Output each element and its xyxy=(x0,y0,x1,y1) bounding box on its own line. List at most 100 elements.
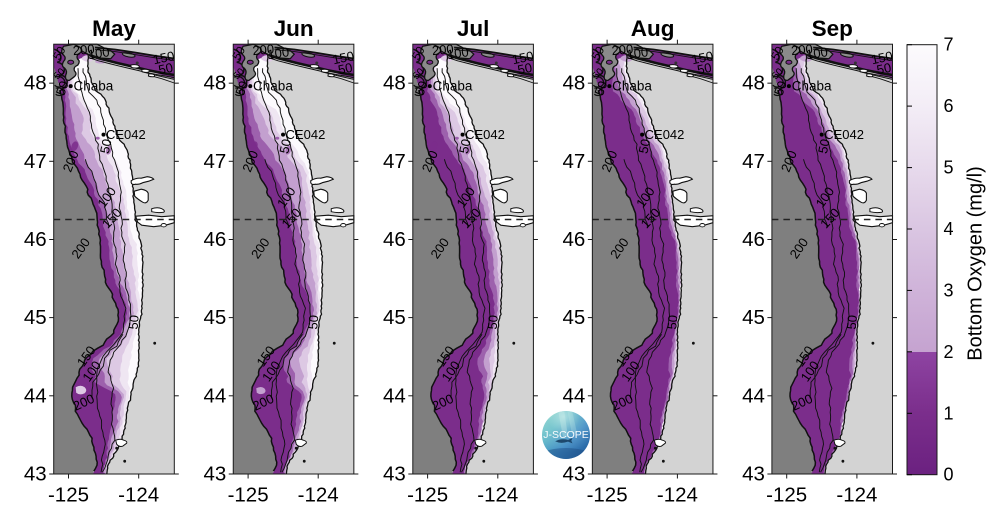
svg-text:50: 50 xyxy=(591,79,610,98)
svg-text:47: 47 xyxy=(24,150,47,173)
svg-text:48: 48 xyxy=(383,72,406,95)
svg-text:50: 50 xyxy=(126,314,142,330)
svg-text:50: 50 xyxy=(229,44,248,63)
svg-text:-124: -124 xyxy=(477,484,518,507)
svg-text:50: 50 xyxy=(157,60,174,78)
svg-text:CE042: CE042 xyxy=(286,127,326,142)
svg-text:50: 50 xyxy=(815,138,833,155)
svg-text:48: 48 xyxy=(203,72,226,95)
svg-text:50: 50 xyxy=(232,79,251,98)
svg-text:200: 200 xyxy=(431,41,454,58)
svg-text:50: 50 xyxy=(771,79,790,98)
svg-text:150: 150 xyxy=(152,48,176,67)
svg-text:50: 50 xyxy=(875,60,892,78)
svg-text:45: 45 xyxy=(203,306,226,329)
svg-text:47: 47 xyxy=(742,150,765,173)
svg-text:50: 50 xyxy=(53,79,72,98)
svg-text:44: 44 xyxy=(563,384,586,407)
svg-text:Jun: Jun xyxy=(274,16,314,41)
svg-text:200: 200 xyxy=(611,41,634,58)
svg-text:50: 50 xyxy=(516,60,533,78)
svg-text:50: 50 xyxy=(305,314,321,330)
svg-text:-124: -124 xyxy=(836,484,877,507)
svg-text:Aug: Aug xyxy=(631,16,675,41)
svg-text:2: 2 xyxy=(944,342,954,362)
svg-text:3: 3 xyxy=(944,280,954,300)
svg-text:48: 48 xyxy=(24,72,47,95)
svg-text:200: 200 xyxy=(252,41,275,58)
svg-text:43: 43 xyxy=(383,463,406,486)
svg-text:45: 45 xyxy=(24,306,47,329)
svg-text:50: 50 xyxy=(97,138,115,155)
svg-text:50: 50 xyxy=(485,314,501,330)
svg-text:46: 46 xyxy=(383,228,406,251)
svg-text:-124: -124 xyxy=(118,484,159,507)
svg-text:50: 50 xyxy=(664,314,680,330)
svg-text:6: 6 xyxy=(944,96,954,116)
svg-text:44: 44 xyxy=(24,384,47,407)
svg-text:J-SCOPE: J-SCOPE xyxy=(543,429,589,441)
svg-text:50: 50 xyxy=(276,138,294,155)
svg-text:0: 0 xyxy=(944,465,954,485)
svg-text:100: 100 xyxy=(87,44,111,62)
svg-text:-124: -124 xyxy=(298,484,339,507)
svg-text:47: 47 xyxy=(563,150,586,173)
svg-text:50: 50 xyxy=(409,44,428,63)
svg-text:45: 45 xyxy=(383,306,406,329)
svg-text:-125: -125 xyxy=(407,484,448,507)
svg-text:50: 50 xyxy=(768,44,787,63)
svg-text:7: 7 xyxy=(944,35,954,55)
svg-text:44: 44 xyxy=(742,384,765,407)
svg-text:47: 47 xyxy=(383,150,406,173)
svg-text:CE042: CE042 xyxy=(465,127,505,142)
svg-text:Chaba: Chaba xyxy=(74,79,114,94)
svg-text:100: 100 xyxy=(266,44,290,62)
svg-text:200: 200 xyxy=(790,41,813,58)
svg-text:50: 50 xyxy=(50,44,69,63)
svg-text:50: 50 xyxy=(337,60,354,78)
svg-text:46: 46 xyxy=(24,228,47,251)
svg-text:50: 50 xyxy=(588,44,607,63)
svg-text:-125: -125 xyxy=(228,484,269,507)
svg-text:44: 44 xyxy=(203,384,226,407)
svg-text:150: 150 xyxy=(690,48,714,67)
svg-text:CE042: CE042 xyxy=(106,127,146,142)
svg-text:43: 43 xyxy=(24,463,47,486)
svg-text:150: 150 xyxy=(331,48,355,67)
svg-text:CE042: CE042 xyxy=(645,127,685,142)
svg-text:46: 46 xyxy=(203,228,226,251)
svg-text:-125: -125 xyxy=(48,484,89,507)
svg-text:Chaba: Chaba xyxy=(792,79,832,94)
svg-text:50: 50 xyxy=(844,314,860,330)
svg-text:44: 44 xyxy=(383,384,406,407)
svg-text:150: 150 xyxy=(870,48,894,67)
svg-text:50: 50 xyxy=(696,60,713,78)
svg-text:Chaba: Chaba xyxy=(253,79,293,94)
svg-text:47: 47 xyxy=(203,150,226,173)
svg-text:100: 100 xyxy=(626,44,650,62)
svg-text:150: 150 xyxy=(511,48,535,67)
svg-text:Chaba: Chaba xyxy=(433,79,473,94)
svg-text:48: 48 xyxy=(742,72,765,95)
svg-text:50: 50 xyxy=(456,138,474,155)
svg-text:4: 4 xyxy=(944,219,954,239)
svg-text:48: 48 xyxy=(563,72,586,95)
svg-text:Sep: Sep xyxy=(812,16,853,41)
svg-text:CE042: CE042 xyxy=(824,127,864,142)
svg-text:-125: -125 xyxy=(587,484,628,507)
svg-text:May: May xyxy=(92,16,136,41)
svg-text:Bottom Oxygen (mg/l): Bottom Oxygen (mg/l) xyxy=(965,166,987,361)
svg-text:-125: -125 xyxy=(766,484,807,507)
svg-text:-124: -124 xyxy=(657,484,698,507)
svg-text:45: 45 xyxy=(563,306,586,329)
svg-text:100: 100 xyxy=(446,44,470,62)
svg-text:100: 100 xyxy=(805,44,829,62)
svg-text:50: 50 xyxy=(412,79,431,98)
svg-text:43: 43 xyxy=(203,463,226,486)
svg-text:45: 45 xyxy=(742,306,765,329)
svg-text:50: 50 xyxy=(636,138,654,155)
svg-text:43: 43 xyxy=(742,463,765,486)
svg-text:46: 46 xyxy=(742,228,765,251)
svg-text:Jul: Jul xyxy=(457,16,490,41)
svg-text:1: 1 xyxy=(944,403,954,423)
